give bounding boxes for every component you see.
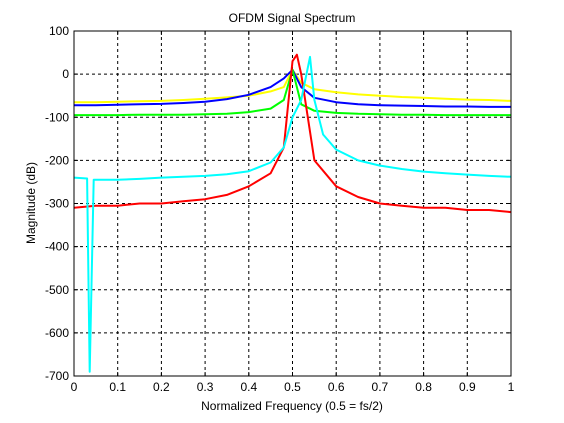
x-tick-label: 0.8 <box>415 380 432 394</box>
x-axis-label: Normalized Frequency (0.5 = fs/2) <box>201 399 383 413</box>
x-tick-label: 0 <box>71 380 78 394</box>
y-tick-label: -700 <box>45 369 69 383</box>
series-group <box>74 53 511 373</box>
x-tick-label: 0.6 <box>328 380 345 394</box>
y-tick-label: -400 <box>45 240 69 254</box>
y-tick-label: -500 <box>45 283 69 297</box>
y-tick-label: -300 <box>45 197 69 211</box>
x-tick-label: 0.7 <box>372 380 389 394</box>
y-tick-label: -600 <box>45 326 69 340</box>
y-tick-label: 0 <box>62 67 69 81</box>
series-clip-group <box>74 53 511 373</box>
x-tick-label: 1 <box>508 380 515 394</box>
x-tick-label: 0.5 <box>284 380 301 394</box>
x-tick-labels: 0 0.1 0.2 0.3 0.4 0.5 0.6 0.7 0.8 0.9 1 <box>71 380 515 394</box>
x-tick-label: 0.1 <box>109 380 126 394</box>
y-tick-labels: 100 0 -100 -200 -300 -400 -500 -600 -700 <box>45 24 69 383</box>
series-4-line <box>74 55 511 373</box>
y-axis-label: Magnitude (dB) <box>24 162 38 244</box>
x-tick-label: 0.3 <box>197 380 214 394</box>
series-3-line <box>74 53 511 214</box>
y-tick-label: -100 <box>45 110 69 124</box>
y-tick-label: -200 <box>45 153 69 167</box>
y-tick-label: 100 <box>49 24 69 38</box>
x-tick-label: 0.4 <box>240 380 257 394</box>
grid <box>74 31 511 376</box>
x-tick-label: 0.2 <box>153 380 170 394</box>
ticks <box>73 30 512 377</box>
x-tick-label: 0.9 <box>459 380 476 394</box>
chart-title: OFDM Signal Spectrum <box>229 11 356 25</box>
